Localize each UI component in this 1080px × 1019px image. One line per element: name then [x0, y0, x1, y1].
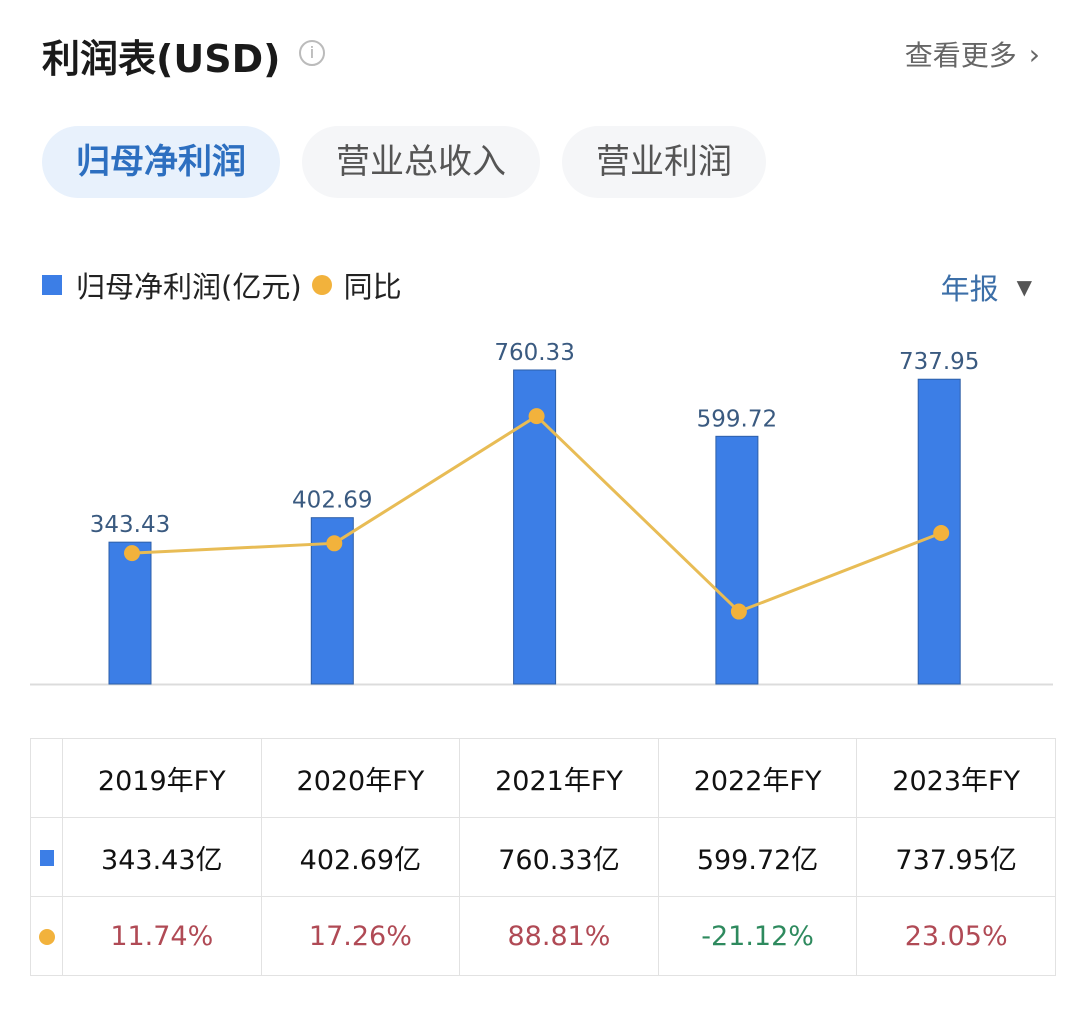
yoy-point-2023年FY	[933, 525, 950, 542]
tab-revenue[interactable]: 营业总收入	[302, 126, 540, 198]
table-row-yoy: 11.74% 17.26% 88.81% -21.12% 23.05%	[30, 896, 1056, 976]
view-more-link[interactable]: 查看更多 ›	[905, 34, 1040, 74]
table-header-cell: 2019年FY	[62, 738, 262, 818]
yoy-point-2021年FY	[528, 408, 545, 425]
line-series-icon	[38, 928, 55, 945]
period-dropdown[interactable]: 年报 ▼	[941, 266, 1032, 308]
table-cell: 737.95亿	[856, 817, 1056, 897]
bar-2022年FY	[715, 435, 759, 685]
table-corner-cell	[30, 738, 63, 818]
table-cell: 88.81%	[459, 896, 659, 976]
tab-net-profit[interactable]: 归母净利润	[42, 126, 280, 198]
tab-bar: 归母净利润 营业总收入 营业利润	[42, 126, 766, 198]
info-icon[interactable]: i	[299, 40, 325, 66]
table-cell: 343.43亿	[62, 817, 262, 897]
yoy-point-2019年FY	[124, 545, 140, 562]
table-cell: 599.72亿	[657, 817, 858, 897]
page-title: 利润表(USD)	[42, 37, 281, 81]
table-header-cell: 2021年FY	[459, 738, 659, 818]
table-cell: 11.74%	[62, 896, 262, 976]
view-more-label: 查看更多	[904, 39, 1017, 72]
table-cell: -21.12%	[657, 896, 858, 976]
bar-data-label: 737.95	[899, 349, 979, 375]
data-table: 2019年FY 2020年FY 2021年FY 2022年FY 2023年FY …	[30, 738, 1056, 976]
tab-operating-profit[interactable]: 营业利润	[562, 126, 766, 198]
legend-bar-label: 归母净利润(亿元)	[76, 270, 302, 304]
legend-line-swatch	[311, 275, 332, 295]
table-cell: 760.33亿	[459, 817, 659, 897]
table-cell: 17.26%	[260, 896, 461, 976]
bar-data-label: 760.33	[494, 340, 574, 366]
table-header-cell: 2023年FY	[856, 738, 1056, 818]
bar-data-label: 402.69	[292, 488, 372, 514]
chart-legend: 归母净利润(亿元) 同比	[42, 264, 402, 306]
period-value: 年报	[940, 272, 999, 306]
table-cell: 23.05%	[856, 896, 1056, 976]
table-header-cell: 2020年FY	[260, 738, 461, 818]
bar-series-icon	[39, 849, 54, 866]
yoy-point-2022年FY	[730, 603, 747, 620]
table-header-cell: 2022年FY	[657, 738, 858, 818]
chevron-right-icon: ›	[1028, 37, 1040, 71]
dropdown-arrow-icon: ▼	[1016, 275, 1032, 299]
line-marker-cell	[30, 896, 63, 976]
table-header-row: 2019年FY 2020年FY 2021年FY 2022年FY 2023年FY	[30, 738, 1056, 818]
legend-line-label: 同比	[343, 270, 402, 304]
yoy-point-2020年FY	[326, 535, 343, 552]
table-cell: 402.69亿	[260, 817, 461, 897]
bar-2019年FY	[108, 541, 152, 685]
bar-marker-cell	[30, 817, 63, 897]
bar-data-label: 343.43	[90, 512, 170, 538]
legend-bar-swatch	[42, 275, 62, 295]
chart-area: 343.43 402.69 760.33 599.72 737.95	[30, 340, 1053, 686]
bar-data-label: 599.72	[697, 406, 777, 432]
table-row-net-profit: 343.43亿 402.69亿 760.33亿 599.72亿 737.95亿	[30, 817, 1056, 897]
